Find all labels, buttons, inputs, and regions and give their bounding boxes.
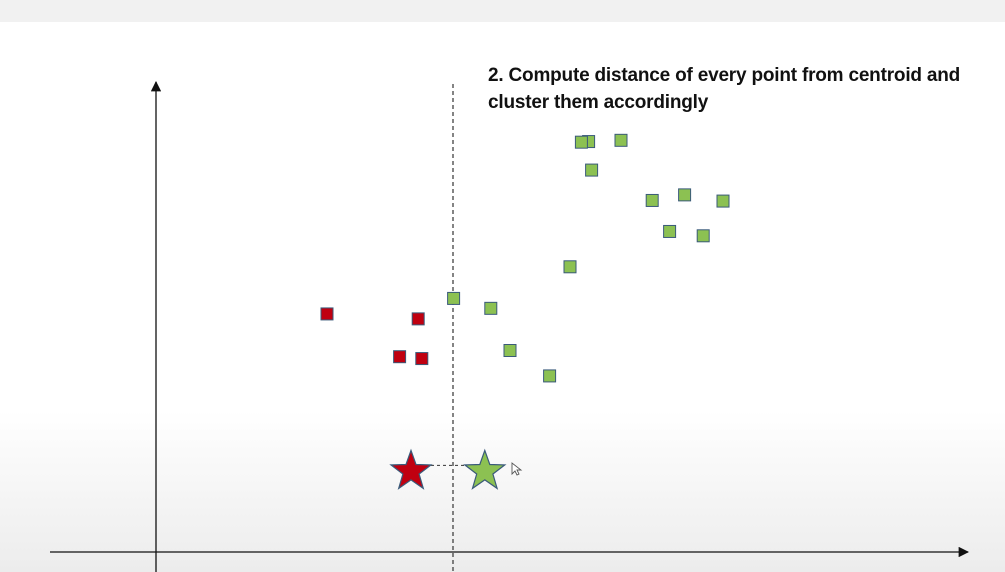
data-points <box>320 133 730 490</box>
red-cluster-point <box>411 312 425 326</box>
green-cluster-point <box>563 260 577 274</box>
green-cluster-point <box>663 224 677 238</box>
top-strip <box>0 0 1005 22</box>
slide-caption: 2. Compute distance of every point from … <box>488 65 961 113</box>
bottom-fade <box>0 410 1005 572</box>
green-cluster-point <box>484 301 498 315</box>
red-cluster-point <box>415 352 429 366</box>
red-cluster-point <box>393 350 407 364</box>
green-cluster-point <box>574 135 588 149</box>
green-cluster-point <box>645 193 659 207</box>
green-cluster-point <box>543 369 557 383</box>
red-centroid-star <box>389 448 433 490</box>
green-cluster-point <box>716 194 730 208</box>
mouse-cursor-icon <box>511 462 523 476</box>
green-cluster-point <box>678 188 692 202</box>
green-centroid-star <box>463 448 507 490</box>
green-cluster-point <box>614 133 628 147</box>
red-cluster-point <box>320 307 334 321</box>
green-cluster-point <box>585 163 599 177</box>
green-cluster-point <box>503 344 517 357</box>
green-cluster-point <box>696 229 710 243</box>
green-cluster-point <box>447 291 461 305</box>
